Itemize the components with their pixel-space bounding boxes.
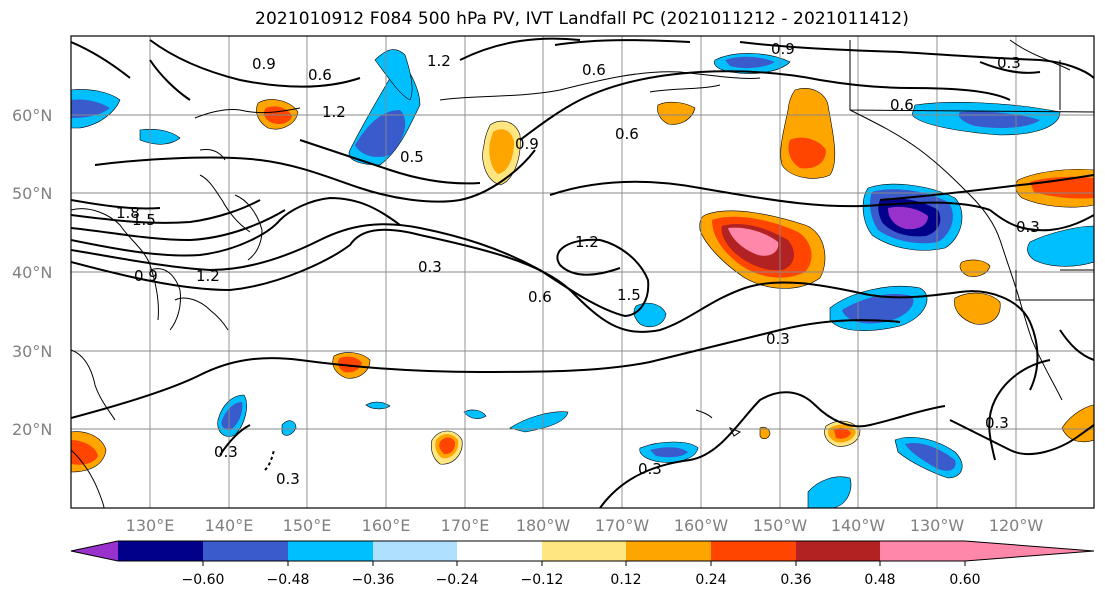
contour-label: 1.5: [132, 211, 156, 229]
contour-label: 0.3: [276, 470, 300, 488]
contour-label: 1.2: [427, 52, 451, 70]
colorbar-outline: [70, 540, 1095, 562]
colorbar-segment: [880, 541, 965, 561]
contour-label: 0.3: [638, 460, 662, 478]
contour-label: 0.3: [418, 258, 442, 276]
lon-label: 170°E: [441, 516, 490, 535]
contour-label: 0.9: [771, 40, 795, 58]
contour-label: 0.3: [985, 414, 1009, 432]
colorbar-segment: [373, 541, 457, 561]
colorbar-tick-label: 0.60: [949, 572, 980, 588]
colorbar-tick-label: −0.24: [436, 572, 479, 588]
contour-label: 0.9: [515, 135, 539, 153]
contour-label: 0.3: [766, 330, 790, 348]
lat-label: 50°N: [12, 184, 52, 203]
colorbar-segment: [118, 541, 203, 561]
contour-label: 1.5: [617, 286, 641, 304]
lon-label: 160°W: [674, 516, 729, 535]
contour-label: 0.3: [214, 443, 238, 461]
colorbar-tick-label: −0.48: [267, 572, 310, 588]
contour-label: 0.9: [134, 267, 158, 285]
lon-label: 130°W: [910, 516, 965, 535]
colorbar-tick-label: 0.48: [864, 572, 895, 588]
colorbar-tick-label: 0.36: [780, 572, 811, 588]
lat-label: 60°N: [12, 106, 52, 125]
lon-label: 140°W: [831, 516, 886, 535]
colorbar-tick-label: 0.24: [695, 572, 726, 588]
contour-label: 0.6: [528, 288, 552, 306]
colorbar-tick-label: 0.12: [610, 572, 641, 588]
contour-label: 1.2: [322, 103, 346, 121]
colorbar-segment: [542, 541, 626, 561]
lat-label: 40°N: [12, 263, 52, 282]
contour-label: 0.3: [1016, 218, 1040, 236]
lon-label: 170°W: [595, 516, 650, 535]
contour-label: 0.6: [890, 96, 914, 114]
lat-label: 20°N: [12, 420, 52, 439]
lon-label: 150°W: [753, 516, 808, 535]
contour-label: 0.6: [582, 61, 606, 79]
map-title: 2021010912 F084 500 hPa PV, IVT Landfall…: [255, 9, 909, 29]
colorbar-extend-max: [965, 541, 1094, 561]
colorbar-extend-min: [71, 541, 118, 561]
lon-label: 180°W: [516, 516, 571, 535]
contour-label: 0.6: [615, 125, 639, 143]
map-frame: [70, 35, 1095, 509]
colorbar-tick-label: −0.36: [352, 572, 395, 588]
longitude-labels: 130°E 140°E 150°E 160°E 170°E 180°W 170°…: [126, 516, 1044, 535]
lon-label: 130°E: [126, 516, 175, 535]
contour-label: 0.6: [308, 66, 332, 84]
contour-labels: 0.9 0.6 1.2 1.2 0.5 0.9 0.6 1.8 1.5 0.9 …: [116, 40, 1040, 488]
contour-label: 1.2: [575, 233, 599, 251]
colorbar-segment: [626, 541, 711, 561]
contour-label: 1.2: [196, 267, 220, 285]
pv-contours: [71, 37, 1094, 508]
contour-label: 0.5: [400, 148, 424, 166]
lon-label: 150°E: [283, 516, 332, 535]
lon-label: 140°E: [205, 516, 254, 535]
colorbar-segment: [711, 541, 796, 561]
colorbar-tick-label: −0.12: [521, 572, 564, 588]
latitude-labels: 60°N 50°N 40°N 30°N 20°N: [12, 106, 52, 439]
colorbar-segment: [457, 541, 542, 561]
lon-label: 120°W: [989, 516, 1044, 535]
lon-label: 160°E: [362, 516, 411, 535]
colorbar: −0.60 −0.48 −0.36 −0.24 −0.12 0.12 0.24 …: [70, 540, 1095, 588]
colorbar-segment: [796, 541, 880, 561]
lat-label: 30°N: [12, 342, 52, 361]
colorbar-ticks: [202, 561, 966, 566]
shaded-anomalies: [71, 49, 1094, 508]
contour-label: 1.8: [116, 204, 140, 222]
contour-label: 0.9: [252, 55, 276, 73]
colorbar-segment: [203, 541, 288, 561]
colorbar-segment: [288, 541, 373, 561]
colorbar-tick-label: −0.60: [182, 572, 225, 588]
contour-label: 0.3: [997, 54, 1021, 72]
